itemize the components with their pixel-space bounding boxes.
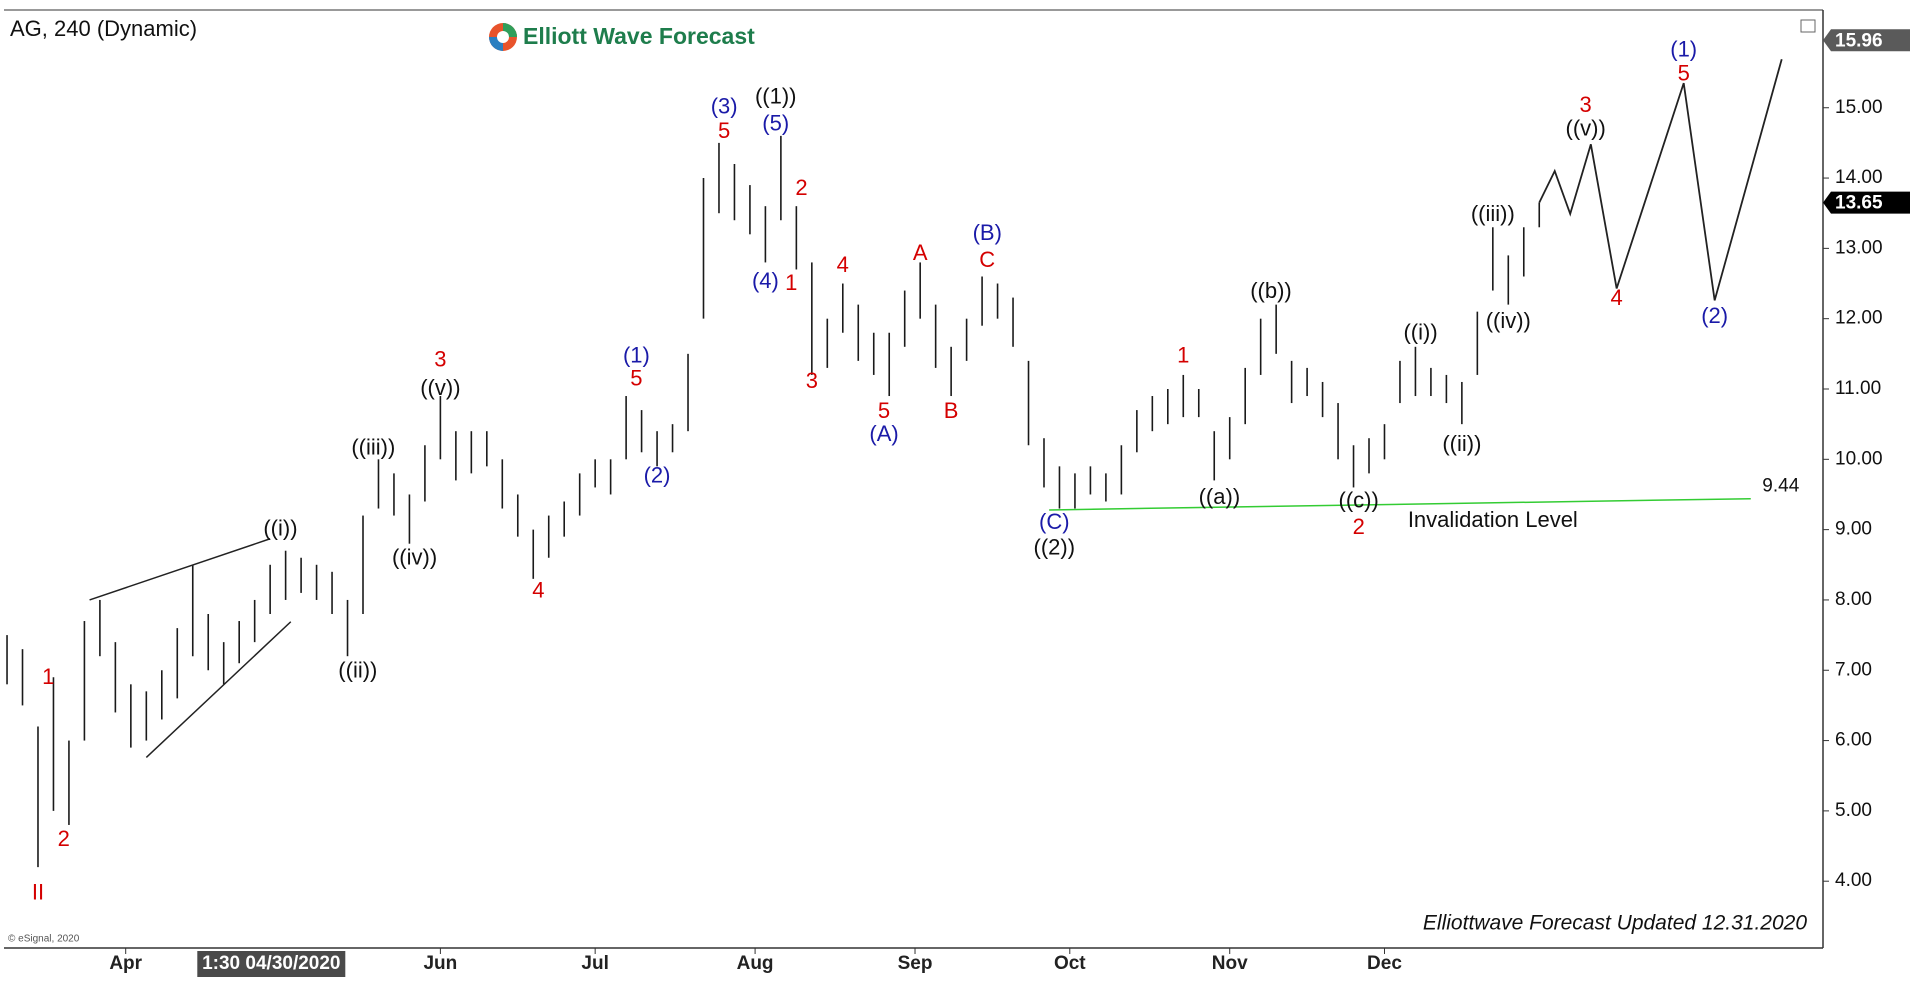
wave-label: (3): [711, 94, 738, 119]
wave-label: ((iv)): [1486, 308, 1531, 333]
invalidation-value: 9.44: [1762, 476, 1799, 497]
price-tag-box: [1823, 191, 1910, 214]
x-tick-label: Nov: [1212, 953, 1248, 974]
wave-label: ((a)): [1199, 484, 1241, 509]
wave-label: 5: [630, 366, 642, 391]
trendline: [89, 538, 271, 601]
wave-label: A: [913, 240, 928, 265]
crosshair-box: [197, 951, 346, 977]
price-tag-box: [1823, 29, 1910, 52]
price-tag-label: 15.96: [1835, 30, 1883, 51]
wave-label: C: [979, 247, 995, 272]
forecast-path: [1538, 58, 1783, 301]
logo-icon: [497, 31, 509, 43]
wave-label: ((2)): [1034, 534, 1076, 559]
x-tick-label: Aug: [737, 953, 774, 974]
wave-label: (1): [1670, 37, 1697, 62]
wave-label: ((iii)): [351, 435, 395, 460]
wave-label: (1): [623, 342, 650, 367]
wave-label: ((ii)): [338, 657, 377, 682]
chart-title: AG, 240 (Dynamic): [10, 16, 197, 41]
wave-label: 5: [878, 398, 890, 423]
wave-label: ((i)): [263, 515, 297, 540]
wave-label: 2: [795, 175, 807, 200]
brand-logo: Elliott Wave Forecast: [489, 23, 755, 51]
y-tick-label: 4.00: [1835, 870, 1872, 891]
wave-label: ((b)): [1250, 278, 1292, 303]
wave-label: ((1)): [755, 84, 797, 109]
wave-label: ((v)): [1566, 115, 1606, 140]
wave-label: ((ii)): [1442, 431, 1481, 456]
y-tick-label: 8.00: [1835, 589, 1872, 610]
crosshair-label: 1:30 04/30/2020: [202, 953, 340, 974]
x-tick-label: Sep: [898, 953, 933, 974]
wave-label: (2): [1701, 303, 1728, 328]
wave-label: B: [944, 398, 959, 423]
y-tick-label: 14.00: [1835, 167, 1883, 188]
wave-label: (B): [973, 220, 1002, 245]
y-tick-label: 7.00: [1835, 659, 1872, 680]
wave-label: (A): [869, 421, 898, 446]
footer-note: Elliottwave Forecast Updated 12.31.2020: [1423, 912, 1807, 935]
wave-label: ((v)): [420, 375, 460, 400]
wave-label: 5: [718, 118, 730, 143]
wave-label: 2: [1353, 514, 1365, 539]
y-tick-label: 13.00: [1835, 237, 1883, 258]
wave-label: 4: [1611, 285, 1623, 310]
wave-label: (4): [752, 268, 779, 293]
wave-label: 3: [1580, 92, 1592, 117]
wave-label: (C): [1039, 509, 1070, 534]
trendline: [145, 621, 292, 758]
wave-label: ((c)): [1339, 487, 1379, 512]
wave-label: ((iv)): [392, 544, 437, 569]
wave-label: Invalidation Level: [1408, 507, 1578, 532]
y-tick-label: 11.00: [1835, 378, 1881, 399]
y-tick-label: 5.00: [1835, 800, 1872, 821]
x-tick-label: Jun: [423, 953, 457, 974]
y-tick-label: 10.00: [1835, 448, 1883, 469]
wave-label: 1: [42, 664, 54, 689]
brand-name: Elliott Wave Forecast: [523, 23, 755, 49]
wave-label: ((iii)): [1471, 201, 1515, 226]
x-tick-label: Oct: [1054, 953, 1086, 974]
wave-label: 1: [1177, 342, 1189, 367]
x-tick-label: Jul: [581, 953, 608, 974]
wave-label: ((i)): [1403, 319, 1437, 344]
wave-label: 4: [532, 577, 544, 602]
wave-label: 5: [1678, 61, 1690, 86]
wave-label: 3: [806, 368, 818, 393]
y-tick-label: 15.00: [1835, 97, 1883, 118]
wave-label: II: [32, 880, 44, 905]
wave-label: 1: [785, 270, 797, 295]
wave-label: 4: [837, 252, 849, 277]
wave-label: 2: [58, 826, 70, 851]
invalidation-line: [1049, 497, 1751, 511]
x-tick-label: Dec: [1367, 953, 1402, 974]
wave-label: (5): [762, 110, 789, 135]
price-tag-label: 13.65: [1835, 193, 1883, 214]
x-tick-label: Apr: [109, 953, 142, 974]
window-icon: [1800, 19, 1816, 33]
wave-label: (2): [644, 463, 671, 488]
y-tick-label: 6.00: [1835, 730, 1872, 751]
y-tick-label: 9.00: [1835, 519, 1872, 540]
y-tick-label: 12.00: [1835, 308, 1883, 329]
copyright: © eSignal, 2020: [8, 934, 80, 945]
wave-label: 3: [434, 347, 446, 372]
